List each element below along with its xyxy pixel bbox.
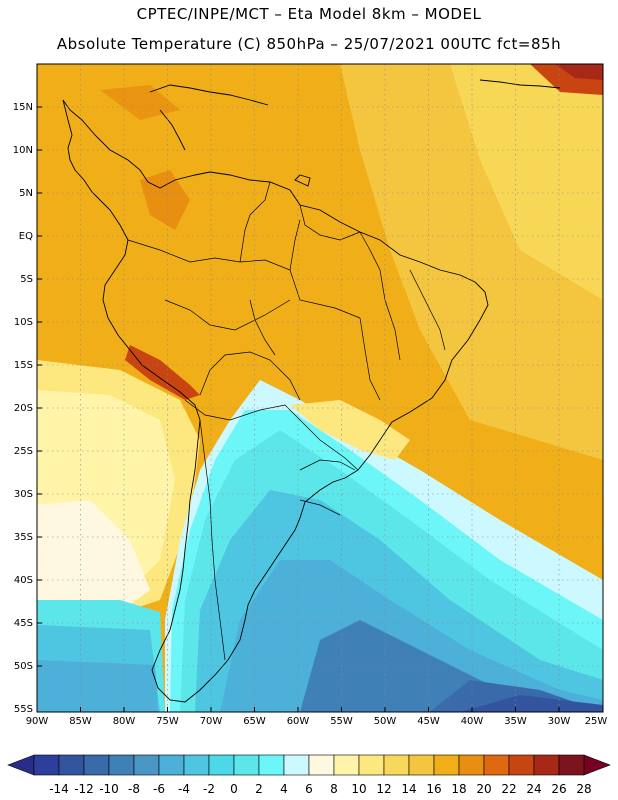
- map-frame: [36, 63, 604, 713]
- colorbar-label: 0: [230, 782, 238, 796]
- colorbar-label: -14: [49, 782, 69, 796]
- grid-lines: [37, 64, 603, 712]
- colorbar-swatch: [58, 754, 85, 776]
- colorbar-swatch: [183, 754, 210, 776]
- colorbar-label: -10: [99, 782, 119, 796]
- colorbar-label: 22: [501, 782, 516, 796]
- colorbar-label: -4: [178, 782, 190, 796]
- lon-label: 70W: [200, 716, 223, 727]
- colorbar: -14 -12 -10 -8 -6 -4 -2 0 2 4 6 8 10 12 14 16 18 20 22 24 26…: [7, 754, 611, 796]
- lat-label: 45S: [14, 618, 33, 629]
- colorbar-arrow-right: [583, 754, 611, 776]
- colorbar-swatch: [483, 754, 510, 776]
- latitude-labels: 15N 10N 5N EQ 5S 10S 15S 20S 25S 30S 35S…: [13, 102, 33, 715]
- colorbar-label: 26: [551, 782, 566, 796]
- lat-label: 15S: [14, 360, 33, 371]
- lat-label: 55S: [14, 704, 33, 715]
- colorbar-label: 16: [426, 782, 441, 796]
- lon-label: 80W: [113, 716, 136, 727]
- colorbar-swatch: [408, 754, 435, 776]
- colorbar-swatch: [83, 754, 110, 776]
- colorbar-swatch: [333, 754, 360, 776]
- colorbar-swatch: [283, 754, 310, 776]
- lat-label: 20S: [14, 403, 33, 414]
- colorbar-swatch: [458, 754, 485, 776]
- colorbar-swatch: [358, 754, 385, 776]
- lat-label: 5S: [20, 274, 33, 285]
- colorbar-label: 12: [376, 782, 391, 796]
- lat-label: 30S: [14, 489, 33, 500]
- colorbar-label: -6: [153, 782, 165, 796]
- colorbar-label: 14: [401, 782, 416, 796]
- colorbar-swatch: [133, 754, 160, 776]
- longitude-labels: 90W 85W 80W 75W 70W 65W 60W 55W 50W 45W …: [26, 716, 608, 727]
- colorbar-swatch: [508, 754, 535, 776]
- temperature-field: [37, 64, 603, 712]
- map-title-line-2: Absolute Temperature (C) 850hPa – 25/07/…: [56, 35, 562, 53]
- colorbar-boxes: [33, 754, 585, 776]
- lon-label: 90W: [26, 716, 49, 727]
- lat-label: 10S: [14, 317, 33, 328]
- lon-label: 45W: [417, 716, 440, 727]
- lat-label: 50S: [14, 661, 33, 672]
- colorbar-label: 10: [351, 782, 366, 796]
- lat-label: 15N: [13, 102, 33, 113]
- lon-label: 60W: [287, 716, 310, 727]
- colorbar-arrow-left: [7, 754, 35, 776]
- colorbar-swatch: [108, 754, 135, 776]
- country-borders: [127, 181, 446, 661]
- colorbar-label: 18: [451, 782, 466, 796]
- colorbar-label: 4: [280, 782, 288, 796]
- colorbar-label: 28: [576, 782, 591, 796]
- colorbar-swatch: [308, 754, 335, 776]
- coastlines: [62, 79, 561, 703]
- colorbar-swatch: [558, 754, 585, 776]
- lon-label: 65W: [243, 716, 266, 727]
- colorbar-labels: -14 -12 -10 -8 -6 -4 -2 0 2 4 6 8 10 12 14 16 18 20 22 24 26…: [49, 782, 591, 796]
- colorbar-swatch: [233, 754, 260, 776]
- colorbar-label: 6: [305, 782, 313, 796]
- colorbar-swatch: [433, 754, 460, 776]
- colorbar-label: -8: [128, 782, 140, 796]
- colorbar-swatch: [533, 754, 560, 776]
- axis-ticks: [37, 106, 560, 712]
- lon-label: 30W: [548, 716, 571, 727]
- colorbar-label: -12: [74, 782, 94, 796]
- colorbar-swatch: [33, 754, 60, 776]
- colorbar-swatch: [258, 754, 285, 776]
- colorbar-swatch: [208, 754, 235, 776]
- colorbar-label: -2: [203, 782, 215, 796]
- lon-label: 50W: [374, 716, 397, 727]
- lon-label: 25W: [585, 716, 608, 727]
- lon-label: 35W: [504, 716, 527, 727]
- lat-label: 10N: [13, 145, 33, 156]
- lat-label: 40S: [14, 575, 33, 586]
- lat-label: 25S: [14, 446, 33, 457]
- colorbar-swatch: [158, 754, 185, 776]
- map-title-line-1: CPTEC/INPE/MCT – Eta Model 8km – MODEL: [136, 5, 482, 23]
- colorbar-label: 20: [476, 782, 491, 796]
- lon-label: 75W: [156, 716, 179, 727]
- lat-label: 35S: [14, 532, 33, 543]
- colorbar-swatch: [383, 754, 410, 776]
- lon-label: 55W: [330, 716, 353, 727]
- lon-label: 85W: [69, 716, 92, 727]
- lat-label: 5N: [19, 188, 33, 199]
- colorbar-label: 2: [255, 782, 263, 796]
- lon-label: 40W: [461, 716, 484, 727]
- colorbar-label: 24: [526, 782, 541, 796]
- colorbar-label: 8: [330, 782, 338, 796]
- lat-label: EQ: [19, 231, 33, 242]
